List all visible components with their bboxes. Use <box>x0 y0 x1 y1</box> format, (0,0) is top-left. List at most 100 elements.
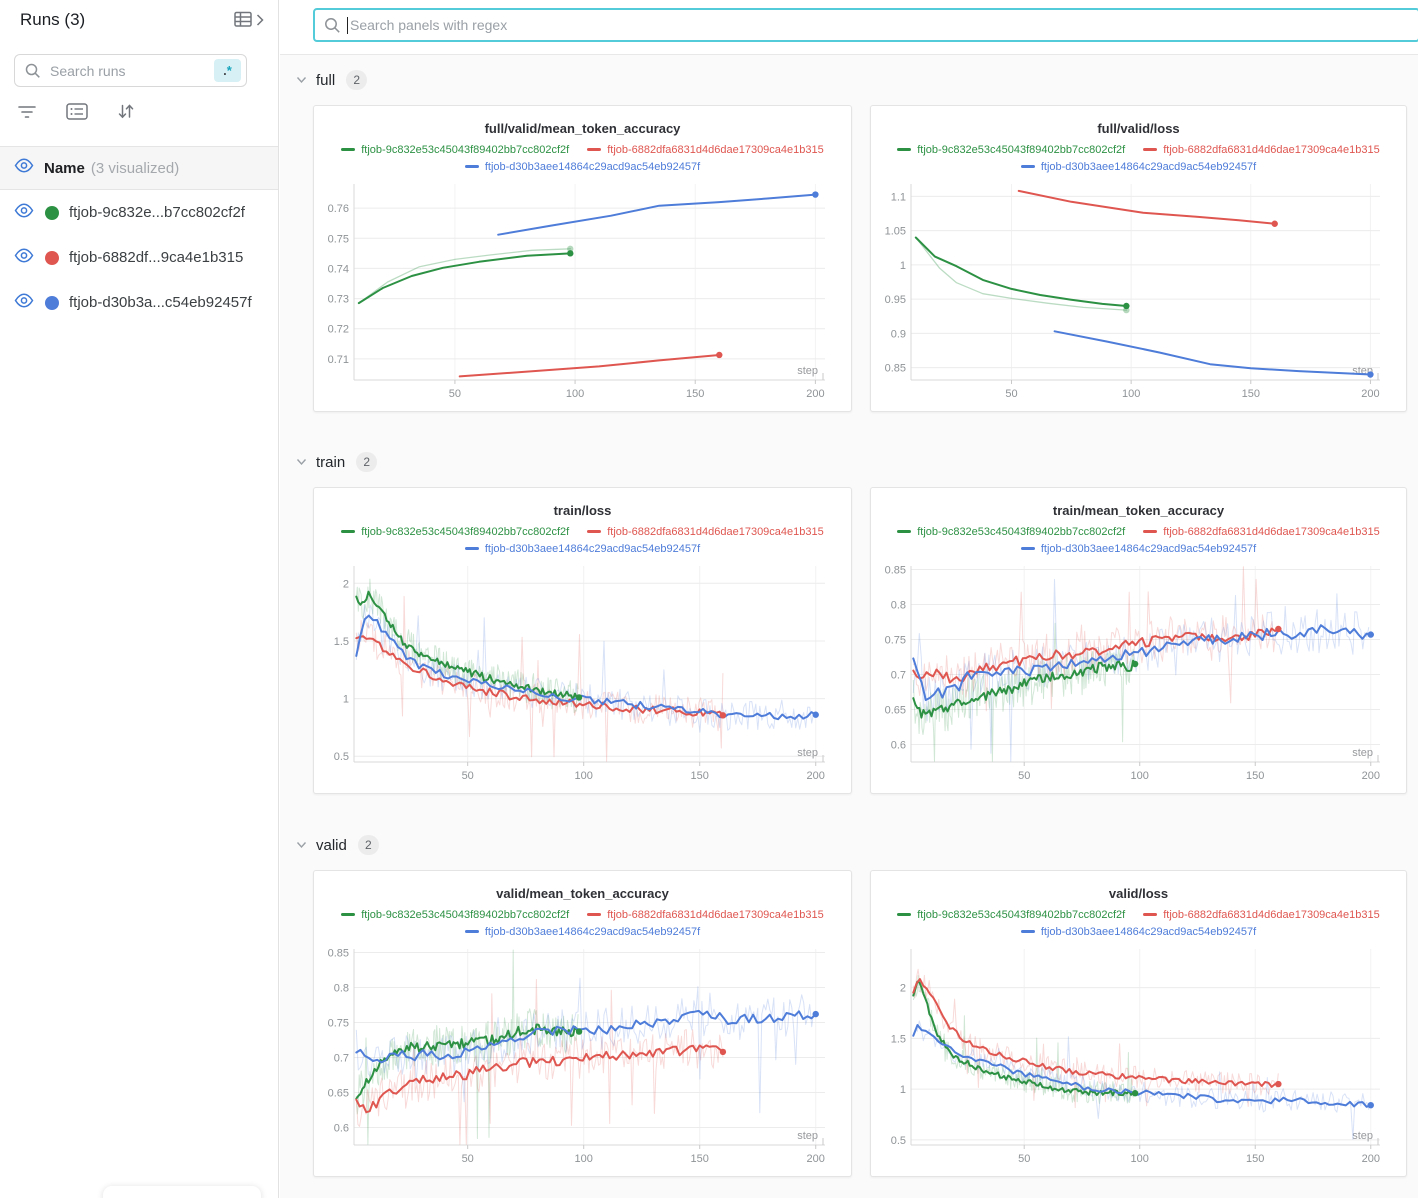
svg-text:1: 1 <box>900 1084 906 1096</box>
legend-run-label: ftjob-d30b3aee14864c29acd9ac54eb92457f <box>1040 161 1257 173</box>
chart-legend: ftjob-9c832e53c45043f89402bb7cc802cf2f ft… <box>871 906 1406 940</box>
legend-run-label: ftjob-6882dfa6831d4d6dae17309ca4e1b315 <box>607 909 824 921</box>
run-row[interactable]: ftjob-6882df...9ca4e1b315 <box>0 235 278 280</box>
svg-text:0.85: 0.85 <box>885 565 906 577</box>
svg-text:step: step <box>1352 747 1373 759</box>
legend-run-label: ftjob-6882dfa6831d4d6dae17309ca4e1b315 <box>1163 526 1380 538</box>
svg-text:0.7: 0.7 <box>891 670 906 682</box>
legend-dash-icon <box>897 912 912 916</box>
legend-item: ftjob-6882dfa6831d4d6dae17309ca4e1b315 <box>1143 908 1380 923</box>
legend-item: ftjob-6882dfa6831d4d6dae17309ca4e1b315 <box>1143 525 1380 540</box>
svg-text:0.6: 0.6 <box>891 740 906 752</box>
column-name-label: Name <box>44 159 85 177</box>
svg-text:100: 100 <box>1122 388 1140 400</box>
run-name-label: ftjob-d30b3a...c54eb92457f <box>69 294 252 311</box>
chart-plot: 0.6 0.65 0.7 0.75 0.8 0.85 50 100 150 200 step <box>885 565 1380 782</box>
chart-plot: 0.5 1 1.5 2 50 100 150 200 step <box>334 566 825 782</box>
run-row[interactable]: ftjob-9c832e...b7cc802cf2f <box>0 190 278 235</box>
svg-text:0.65: 0.65 <box>328 1088 349 1100</box>
svg-text:50: 50 <box>462 770 474 782</box>
visibility-eye-icon[interactable] <box>14 292 34 313</box>
chart-panel[interactable]: valid/mean_token_accuracy ftjob-9c832e53… <box>313 870 852 1177</box>
section-header-train[interactable]: train 2 <box>296 452 378 472</box>
group-button[interactable] <box>66 103 88 125</box>
legend-run-label: ftjob-d30b3aee14864c29acd9ac54eb92457f <box>484 543 701 555</box>
svg-text:100: 100 <box>575 1153 593 1165</box>
legend-item: ftjob-9c832e53c45043f89402bb7cc802cf2f <box>897 143 1125 158</box>
section-count-badge: 2 <box>346 70 368 90</box>
chart-plot: 0.5 1 1.5 2 50 100 150 200 step <box>891 949 1380 1165</box>
legend-dash-icon <box>341 147 356 151</box>
chart-panel[interactable]: train/mean_token_accuracy ftjob-9c832e53… <box>870 487 1407 794</box>
svg-text:0.71: 0.71 <box>328 354 349 366</box>
chart-legend: ftjob-9c832e53c45043f89402bb7cc802cf2f ft… <box>314 141 851 175</box>
legend-item: ftjob-6882dfa6831d4d6dae17309ca4e1b315 <box>587 908 824 923</box>
run-search-input[interactable] <box>48 61 214 80</box>
svg-text:100: 100 <box>575 770 593 782</box>
visualized-count-label: (3 visualized) <box>90 159 180 177</box>
section-header-full[interactable]: full 2 <box>296 70 368 90</box>
legend-run-label: ftjob-9c832e53c45043f89402bb7cc802cf2f <box>361 526 570 538</box>
legend-dash-icon <box>897 147 912 151</box>
svg-text:0.8: 0.8 <box>891 600 906 612</box>
run-name-label: ftjob-9c832e...b7cc802cf2f <box>69 204 245 221</box>
panel-search-box[interactable]: Search panels with regex <box>313 8 1418 42</box>
panels-area: Search panels with regex full 2 full/val… <box>280 0 1418 1198</box>
legend-item: ftjob-9c832e53c45043f89402bb7cc802cf2f <box>341 908 569 923</box>
chart-plot: 0.71 0.72 0.73 0.74 0.75 0.76 50 100 150 200 step <box>328 184 825 400</box>
legend-dash-icon <box>587 147 602 151</box>
chart-panel[interactable]: full/valid/mean_token_accuracy ftjob-9c8… <box>313 105 852 412</box>
chevron-down-icon <box>296 453 307 471</box>
filter-button[interactable] <box>17 104 37 125</box>
table-icon <box>234 11 254 33</box>
section-count-badge: 2 <box>357 835 379 855</box>
legend-run-label: ftjob-9c832e53c45043f89402bb7cc802cf2f <box>917 909 1126 921</box>
tooltip-popup <box>103 1186 261 1198</box>
svg-text:0.8: 0.8 <box>334 983 349 995</box>
chevron-right-icon <box>256 13 264 32</box>
chart-plot: 0.6 0.65 0.7 0.75 0.8 0.85 50 100 150 200 step <box>328 948 825 1165</box>
sort-button[interactable] <box>117 103 135 125</box>
section-header-valid[interactable]: valid 2 <box>296 835 379 855</box>
svg-text:0.95: 0.95 <box>885 294 906 306</box>
regex-toggle-button[interactable]: . * <box>214 59 241 82</box>
chart-panel[interactable]: train/loss ftjob-9c832e53c45043f89402bb7… <box>313 487 852 794</box>
svg-text:step: step <box>797 365 818 377</box>
svg-text:200: 200 <box>1362 1153 1380 1165</box>
list-card-icon <box>66 103 88 125</box>
chevron-down-icon <box>296 836 307 854</box>
legend-item: ftjob-9c832e53c45043f89402bb7cc802cf2f <box>897 908 1125 923</box>
chart-panel[interactable]: full/valid/loss ftjob-9c832e53c45043f894… <box>870 105 1407 412</box>
legend-dash-icon <box>1020 929 1035 933</box>
runs-panel-title: Runs (3) <box>20 10 86 29</box>
legend-dash-icon <box>464 546 479 550</box>
legend-dash-icon <box>587 529 602 533</box>
svg-text:1.5: 1.5 <box>891 1033 906 1045</box>
run-row[interactable]: ftjob-d30b3a...c54eb92457f <box>0 280 278 325</box>
legend-item: ftjob-9c832e53c45043f89402bb7cc802cf2f <box>341 525 569 540</box>
svg-text:50: 50 <box>462 1153 474 1165</box>
legend-dash-icon <box>1143 912 1158 916</box>
svg-text:150: 150 <box>686 388 704 400</box>
runs-table-toggle-button[interactable] <box>234 11 264 33</box>
svg-text:0.76: 0.76 <box>328 203 349 215</box>
svg-text:step: step <box>1352 1130 1373 1142</box>
visibility-all-icon[interactable] <box>14 158 34 178</box>
svg-text:1.5: 1.5 <box>334 636 349 648</box>
chart-title: full/valid/mean_token_accuracy <box>484 121 681 136</box>
chart-panel[interactable]: valid/loss ftjob-9c832e53c45043f89402bb7… <box>870 870 1407 1177</box>
svg-text:2: 2 <box>343 578 349 590</box>
visibility-eye-icon[interactable] <box>14 247 34 268</box>
legend-run-label: ftjob-d30b3aee14864c29acd9ac54eb92457f <box>484 161 701 173</box>
legend-item: ftjob-9c832e53c45043f89402bb7cc802cf2f <box>897 525 1125 540</box>
section-label: valid <box>316 836 347 854</box>
svg-text:100: 100 <box>1131 1153 1149 1165</box>
svg-text:0.5: 0.5 <box>891 1135 906 1147</box>
legend-run-label: ftjob-6882dfa6831d4d6dae17309ca4e1b315 <box>607 144 824 156</box>
legend-item: ftjob-d30b3aee14864c29acd9ac54eb92457f <box>1020 160 1257 175</box>
visibility-eye-icon[interactable] <box>14 202 34 223</box>
runs-table-header: Name (3 visualized) <box>0 146 278 190</box>
legend-dash-icon <box>1143 529 1158 533</box>
svg-text:200: 200 <box>1362 770 1380 782</box>
runs-sidebar: Runs (3) .* <box>0 0 279 1198</box>
